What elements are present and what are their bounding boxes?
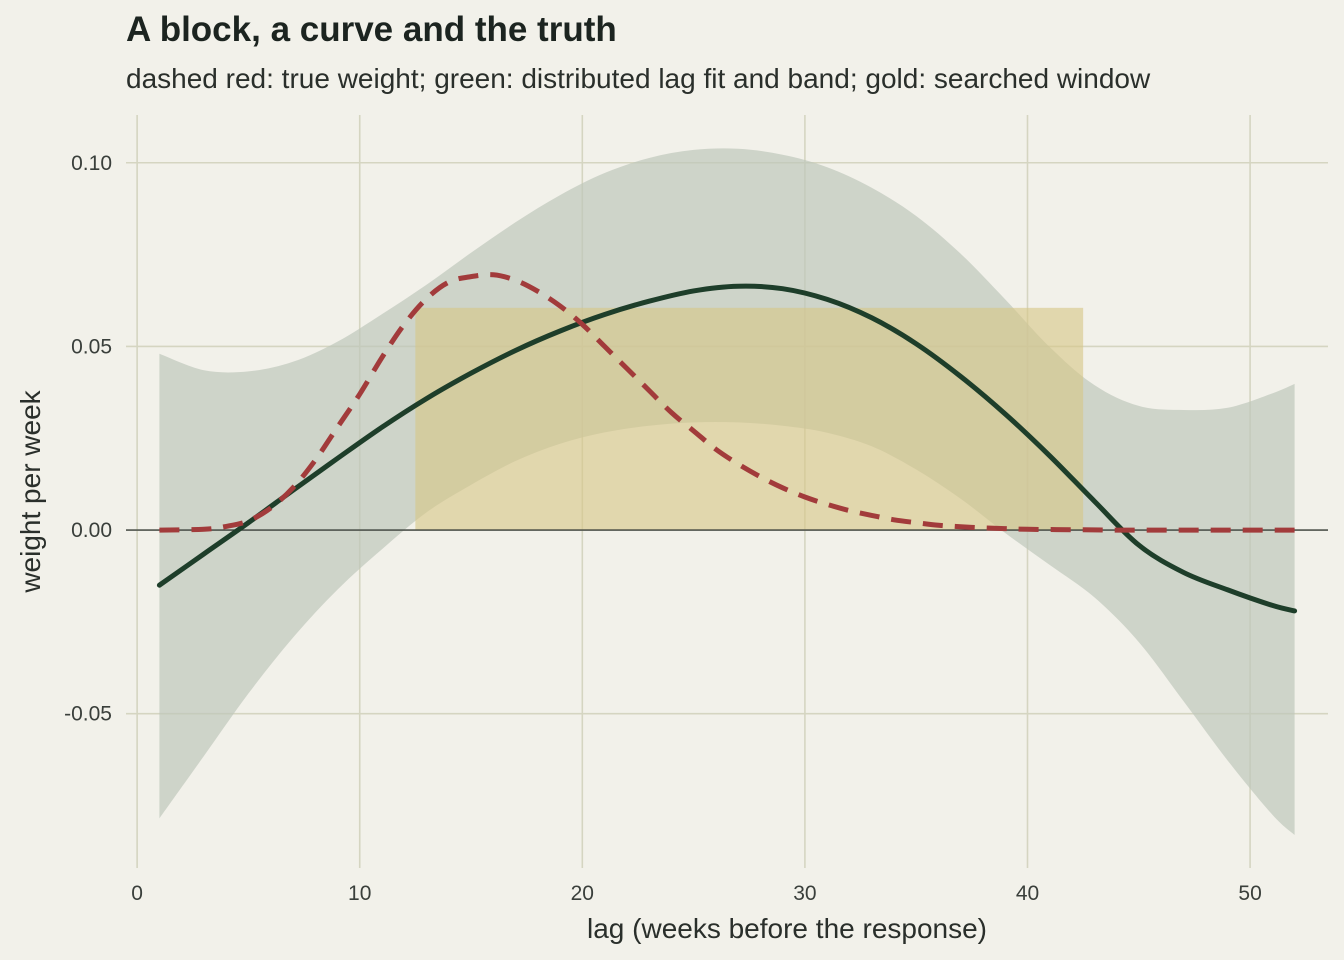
true-weight-layer <box>159 272 1295 533</box>
x-tick-label: 30 <box>793 882 816 905</box>
y-tick-label: 0.05 <box>71 335 112 358</box>
x-tick-label: 0 <box>131 882 143 905</box>
chart-title: A block, a curve and the truth <box>126 10 617 49</box>
fit-line-layer <box>156 283 1298 614</box>
y-tick-label: 0.00 <box>71 519 112 542</box>
chart-subtitle: dashed red: true weight; green: distribu… <box>126 63 1151 94</box>
x-axis-title: lag (weeks before the response) <box>587 913 987 944</box>
searched-window-layer <box>415 307 1084 531</box>
searched-window-block <box>415 307 1084 531</box>
y-tick-label: -0.05 <box>64 703 112 726</box>
fit-line <box>156 283 1298 614</box>
x-tick-label: 40 <box>1016 882 1039 905</box>
y-axis-title: weight per week <box>15 389 46 593</box>
x-tick-label: 50 <box>1238 882 1261 905</box>
true-weight-line <box>159 272 1295 533</box>
y-tick-label: 0.10 <box>71 152 112 175</box>
tick-labels: 0 10 20 30 40 50 -0.05 0.00 0.05 0.10 <box>64 152 1262 905</box>
x-tick-label: 10 <box>348 882 371 905</box>
x-tick-label: 20 <box>571 882 594 905</box>
